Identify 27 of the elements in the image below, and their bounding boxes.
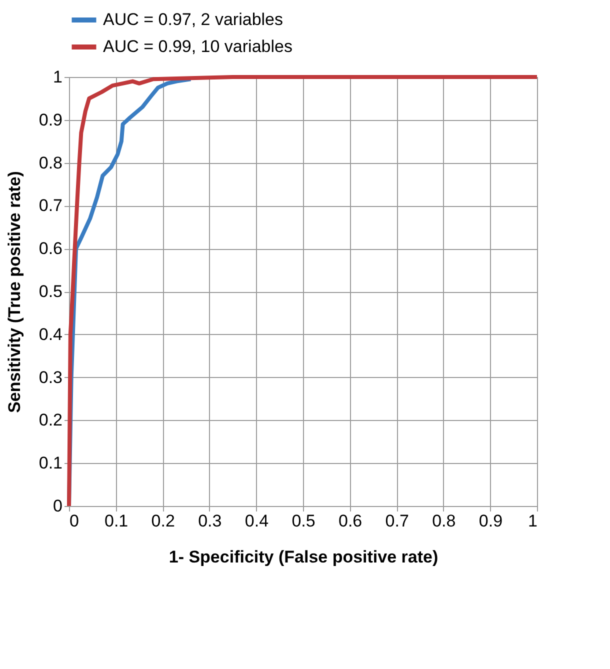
x-tick-label: 0.4 xyxy=(244,512,269,530)
y-tick-label: 0.3 xyxy=(38,368,62,387)
x-tick-label: 0 xyxy=(70,512,79,530)
y-tick-label: 0.8 xyxy=(38,153,62,172)
y-tick-label: 0.2 xyxy=(38,410,62,430)
x-tick-label: 0.3 xyxy=(198,512,222,530)
x-tick-label: 0.1 xyxy=(104,512,128,530)
y-tick-label: 0 xyxy=(53,496,62,516)
y-tick-label: 1 xyxy=(53,68,62,86)
x-tick-label: 0.2 xyxy=(151,512,175,530)
y-axis-title: Sensitivity (True positive rate) xyxy=(4,171,24,413)
x-tick-label: 0.8 xyxy=(432,512,456,530)
x-tick-label: 0.6 xyxy=(338,512,362,530)
y-tick-label: 0.5 xyxy=(38,282,62,301)
x-tick-label: 1 xyxy=(528,512,538,530)
x-tick-label: 0.5 xyxy=(292,512,316,530)
line-series xyxy=(67,75,539,508)
y-tick-label: 0.4 xyxy=(38,324,62,344)
legend-label: AUC = 0.97, 2 variables xyxy=(103,10,284,29)
y-tick-label: 0.6 xyxy=(38,239,62,258)
y-tick-label: 0.9 xyxy=(38,110,62,130)
y-tick-label: 0.7 xyxy=(38,196,62,216)
x-axis-title: 1- Specificity (False positive rate) xyxy=(168,548,438,566)
y-tick-label: 0.1 xyxy=(38,454,62,473)
x-tick-label: 0.7 xyxy=(385,512,409,530)
legend-label: AUC = 0.99, 10 variables xyxy=(103,37,292,56)
x-tick-label: 0.9 xyxy=(478,512,503,530)
